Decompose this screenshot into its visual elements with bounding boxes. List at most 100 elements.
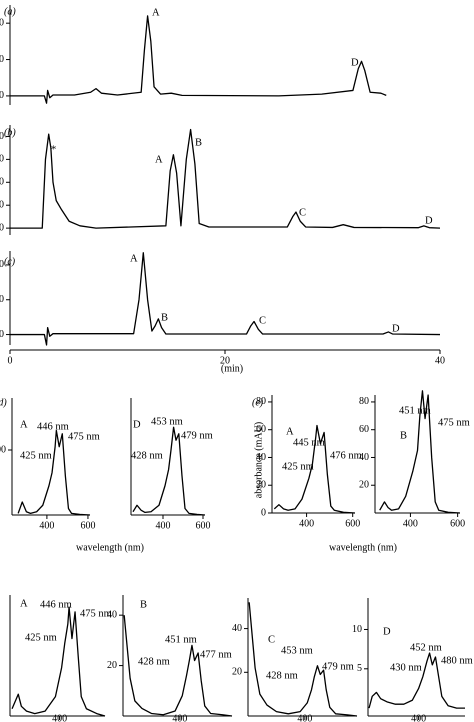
y-tick-label: 20 [0, 177, 4, 188]
y-tick-label: 20 [0, 54, 4, 65]
y-tick-label: 0 [0, 90, 4, 101]
y-tick-label: 80 [359, 396, 369, 407]
peak-label: 480 nm [441, 655, 473, 666]
panel-label: (c) [4, 256, 16, 267]
peak-label: A [20, 598, 28, 609]
trace [10, 252, 441, 346]
y-tick-label: 40 [107, 609, 117, 620]
x-axis-label: wavelength (nm) [76, 542, 144, 553]
y-tick-label: 40 [0, 131, 4, 142]
peak-label: 451 nm [399, 405, 431, 416]
peak-label: D [133, 419, 141, 430]
peak-label: D [425, 215, 433, 226]
peak-label: 428 nm [131, 450, 163, 461]
x-tick-label: 600 [450, 518, 465, 529]
peak-label: C [259, 315, 266, 326]
x-axis-label: wavelength (nm) [329, 542, 397, 553]
panel-label: (e) [252, 397, 264, 408]
y-tick-label: 20 [256, 480, 266, 491]
trace [10, 128, 441, 229]
trace [11, 606, 106, 717]
trace [132, 426, 206, 516]
x-tick-label: 400 [411, 713, 426, 722]
x-tick-label: 400 [172, 713, 187, 722]
y-tick-label: 0 [0, 329, 4, 340]
panel-label: (a) [4, 6, 16, 17]
y-tick-label: 40 [359, 452, 369, 463]
y-tick-label: 10 [0, 200, 4, 211]
peak-label: D [383, 626, 391, 637]
peak-label: 425 nm [20, 450, 52, 461]
peak-label: 445 nm [293, 437, 325, 448]
peak-label: 425 nm [282, 461, 314, 472]
y-tick-label: 20 [359, 480, 369, 491]
peak-label: C [268, 634, 275, 645]
peak-label: 477 nm [200, 649, 232, 660]
peak-label: 475 nm [80, 608, 112, 619]
peak-label: 430 nm [390, 662, 422, 673]
x-tick-label: 400 [39, 520, 54, 531]
x-axis-label: (min) [221, 363, 243, 374]
y-tick-label: 40 [256, 452, 266, 463]
x-tick-label: 600 [196, 520, 211, 531]
y-tick-label: 10 [352, 624, 362, 635]
x-tick-label: 600 [345, 518, 360, 529]
y-tick-label: 0 [0, 222, 4, 233]
x-tick-label: 40 [435, 355, 445, 366]
y-tick-label: 40 [232, 623, 242, 634]
trace [123, 615, 233, 717]
peak-label: B [195, 137, 202, 148]
y-tick-label: 20 [0, 294, 4, 305]
x-tick-label: 600 [80, 520, 95, 531]
peak-label: 452 nm [410, 642, 442, 653]
panel-label: (d) [0, 397, 7, 408]
y-tick-label: 40 [0, 17, 4, 28]
x-tick-label: 400 [299, 518, 314, 529]
peak-label: A [155, 154, 163, 165]
trace [379, 390, 461, 514]
y-tick-label: 80 [256, 396, 266, 407]
peak-label: 453 nm [281, 645, 313, 656]
peak-label: A [152, 7, 160, 18]
x-tick-label: 20 [220, 355, 230, 366]
trace [273, 424, 356, 514]
peak-label: 479 nm [322, 661, 354, 672]
x-tick-label: 400 [297, 713, 312, 722]
y-tick-label: 30 [0, 154, 4, 165]
trace [17, 429, 91, 516]
peak-label: 425 nm [25, 632, 57, 643]
x-tick-label: 400 [52, 713, 67, 722]
peak-label: 475 nm [68, 431, 100, 442]
x-tick-label: 400 [156, 520, 171, 531]
y-tick-label: 5 [357, 663, 362, 674]
panel-label: (b) [4, 127, 16, 138]
peak-label: B [400, 430, 407, 441]
y-tick-label: 20 [232, 667, 242, 678]
x-tick-label: 400 [403, 518, 418, 529]
peak-label: 476 nm [330, 450, 362, 461]
y-tick-label: 200 [0, 444, 6, 455]
peak-label: D [392, 323, 400, 334]
y-tick-label: 20 [107, 660, 117, 671]
trace [248, 602, 358, 717]
peak-label: 428 nm [266, 670, 298, 681]
peak-label: C [299, 207, 306, 218]
peak-label: 446 nm [37, 421, 69, 432]
peak-label: D [351, 57, 359, 68]
peak-label: A [286, 426, 294, 437]
trace [10, 15, 387, 104]
peak-label: 446 nm [40, 599, 72, 610]
peak-label: 453 nm [151, 416, 183, 427]
y-axis-label: absorbance (mAU) [253, 422, 264, 498]
peak-label: B [161, 312, 168, 323]
peak-label: A [20, 419, 28, 430]
peak-label: B [140, 599, 147, 610]
y-tick-label: 60 [359, 424, 369, 435]
peak-label: 428 nm [138, 656, 170, 667]
peak-label: * [51, 144, 56, 155]
trace [368, 652, 465, 709]
x-tick-label: 0 [8, 355, 13, 366]
peak-label: 479 nm [181, 430, 213, 441]
